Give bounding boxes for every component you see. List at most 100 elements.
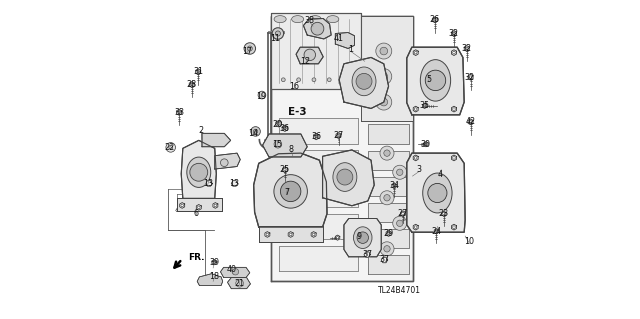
Polygon shape (303, 19, 331, 39)
Circle shape (452, 51, 455, 54)
Text: 37: 37 (380, 256, 390, 264)
Circle shape (166, 143, 175, 152)
Circle shape (380, 191, 394, 205)
Text: 12: 12 (301, 57, 310, 66)
Circle shape (380, 146, 394, 160)
Text: 42: 42 (465, 117, 476, 126)
Circle shape (337, 169, 353, 185)
Text: 40: 40 (227, 265, 236, 274)
Polygon shape (215, 153, 240, 169)
Circle shape (236, 279, 243, 287)
Polygon shape (413, 224, 418, 230)
Circle shape (469, 76, 472, 78)
Polygon shape (368, 255, 410, 274)
Polygon shape (278, 182, 358, 207)
Text: 21: 21 (234, 279, 244, 288)
Circle shape (220, 159, 228, 167)
Text: 1: 1 (348, 45, 353, 54)
Circle shape (274, 140, 282, 148)
Text: 13: 13 (229, 179, 239, 188)
Circle shape (376, 69, 392, 85)
Polygon shape (278, 118, 358, 144)
Circle shape (272, 28, 284, 39)
Text: 29: 29 (383, 229, 394, 238)
Polygon shape (368, 177, 410, 196)
Text: 27: 27 (333, 131, 344, 140)
Polygon shape (262, 134, 307, 157)
Ellipse shape (326, 16, 339, 23)
Polygon shape (177, 198, 221, 211)
Circle shape (251, 127, 260, 136)
Polygon shape (265, 232, 270, 237)
Circle shape (337, 236, 339, 239)
Ellipse shape (353, 227, 372, 249)
Polygon shape (413, 155, 418, 161)
Text: 17: 17 (242, 47, 252, 56)
Circle shape (384, 246, 390, 252)
Polygon shape (259, 226, 323, 242)
Polygon shape (197, 274, 223, 286)
Ellipse shape (309, 16, 321, 23)
Polygon shape (407, 153, 465, 232)
Polygon shape (424, 142, 428, 147)
Text: 26: 26 (430, 15, 440, 24)
Polygon shape (271, 13, 362, 89)
Text: 8: 8 (289, 145, 294, 154)
Polygon shape (271, 16, 413, 281)
Polygon shape (323, 150, 374, 206)
Circle shape (315, 135, 317, 138)
Circle shape (415, 108, 417, 110)
Text: 34: 34 (389, 181, 399, 190)
Circle shape (384, 195, 390, 201)
Polygon shape (464, 46, 469, 51)
Polygon shape (442, 211, 446, 216)
Text: 32: 32 (449, 29, 459, 38)
Circle shape (191, 83, 193, 86)
Ellipse shape (274, 175, 307, 208)
Text: 41: 41 (333, 34, 344, 43)
Polygon shape (451, 224, 456, 230)
Polygon shape (339, 57, 388, 108)
Circle shape (178, 111, 180, 114)
Circle shape (397, 220, 403, 226)
Circle shape (337, 134, 340, 137)
Circle shape (266, 233, 269, 236)
Text: 14: 14 (249, 129, 259, 138)
Polygon shape (451, 50, 456, 56)
Polygon shape (335, 235, 340, 240)
Polygon shape (368, 203, 410, 222)
Circle shape (452, 108, 455, 110)
Polygon shape (392, 183, 396, 188)
Circle shape (428, 183, 447, 203)
Polygon shape (451, 155, 456, 161)
Polygon shape (276, 121, 282, 127)
Circle shape (452, 226, 455, 228)
Circle shape (169, 145, 173, 149)
Ellipse shape (333, 163, 357, 191)
Polygon shape (212, 260, 216, 265)
Circle shape (376, 43, 392, 59)
Polygon shape (451, 31, 456, 36)
Circle shape (380, 47, 388, 55)
Circle shape (415, 226, 417, 228)
Circle shape (311, 22, 324, 35)
Polygon shape (278, 214, 358, 239)
Circle shape (380, 242, 394, 256)
Text: 33: 33 (174, 108, 184, 117)
Circle shape (327, 78, 331, 82)
Circle shape (356, 73, 372, 89)
Circle shape (415, 157, 417, 159)
Circle shape (397, 169, 403, 175)
Text: 27: 27 (398, 209, 408, 218)
Text: 23: 23 (438, 209, 449, 218)
Polygon shape (433, 17, 437, 23)
Circle shape (232, 269, 239, 275)
Circle shape (415, 51, 417, 54)
Circle shape (277, 122, 280, 125)
Text: 5: 5 (426, 75, 431, 84)
Text: 9: 9 (356, 232, 362, 241)
Circle shape (312, 233, 315, 236)
Ellipse shape (187, 157, 211, 188)
Polygon shape (407, 47, 464, 115)
Text: 38: 38 (305, 16, 315, 25)
